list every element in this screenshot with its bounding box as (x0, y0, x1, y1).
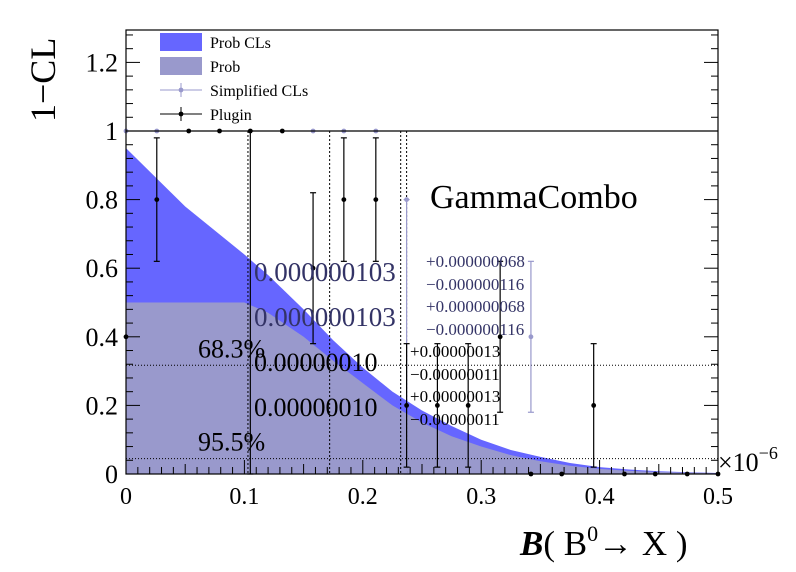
x-axis-label-text: ( B (543, 524, 587, 563)
annotations: 0.000000103 +0.000000068−0.0000001160.000… (254, 252, 525, 429)
data-point (434, 403, 440, 408)
annotation: 0.00000010 +0.00000013 −0.00000011 (254, 387, 500, 429)
data-points (123, 128, 721, 477)
data-point (341, 197, 347, 203)
x-tick-label: 0 (120, 484, 132, 510)
annotation-down: −0.000000116 (426, 275, 524, 294)
watermark: GammaCombo (430, 179, 638, 216)
annotation-value: 0.00000010 (254, 348, 378, 377)
x-axis-label-symbol: B (519, 524, 543, 563)
data-point (404, 197, 410, 203)
series-plugin (123, 128, 721, 477)
legend-marker (178, 111, 184, 117)
data-point (465, 403, 471, 408)
annotation-up: +0.00000013 (410, 342, 500, 361)
y-tick-label: 1 (105, 117, 118, 146)
data-point (528, 334, 534, 340)
svg-text:B( B0→ X ): B( B0→ X ) (519, 521, 688, 563)
y-axis-label: 1−CL (23, 38, 63, 122)
x-tick-label: 0.1 (229, 484, 259, 510)
data-point (591, 403, 597, 408)
legend-entry: Simplified CLs (160, 83, 308, 100)
x-axis-label: B( B0→ X ) (519, 521, 688, 563)
x-tick-label: 0.2 (348, 484, 378, 510)
data-point (497, 334, 503, 340)
legend-label: Prob CLs (210, 35, 271, 52)
legend-label: Simplified CLs (210, 83, 308, 100)
annotation: 0.000000103 +0.000000068 −0.000000116 (254, 252, 525, 294)
annotation-value: 0.000000103 (254, 257, 396, 287)
axis-ticks: 0 0.1 0.2 0.3 0.4 0.5 0 0.2 0.4 0.6 0.8 1 1.2 (86, 34, 733, 510)
annotation-down: −0.000000116 (426, 320, 524, 339)
data-point (373, 197, 379, 203)
y-tick-label: 0.6 (86, 254, 119, 283)
cl-label: 95.5% (198, 428, 265, 457)
data-point (404, 403, 410, 408)
data-point (310, 265, 316, 271)
cl-label: 68.3% (198, 334, 265, 363)
legend-swatch (160, 33, 202, 51)
annotation-down: −0.00000011 (410, 410, 500, 429)
annotation-up: +0.000000068 (426, 297, 525, 316)
x-axis-label-superscript: 0 (587, 521, 598, 546)
legend-entry: Prob CLs (160, 33, 271, 52)
y-tick-label: 0.4 (86, 323, 119, 352)
cl-bands (126, 148, 718, 474)
annotation-value: 0.00000010 (254, 393, 378, 422)
x-tick-label: 0.5 (703, 484, 733, 510)
cl-threshold-lines: 68.3% 95.5% (126, 334, 718, 460)
x-exponent-label: ×10−6 (718, 443, 778, 477)
y-tick-label: 0.8 (86, 186, 119, 215)
legend-swatch (160, 57, 202, 75)
x-axis-label-tail: X ) (633, 524, 687, 563)
x-tick-label: 0.4 (585, 484, 615, 510)
x-axis-label-arrow: → (598, 524, 633, 563)
annotation-down: −0.00000011 (410, 365, 500, 384)
legend-entry: Prob (160, 57, 240, 76)
y-tick-label: 0 (105, 460, 118, 489)
y-tick-label: 1.2 (86, 48, 119, 77)
band-prob (126, 302, 718, 474)
annotation: 0.00000010 +0.00000013 −0.00000011 (254, 342, 500, 384)
annotation-value: 0.000000103 (254, 302, 396, 332)
annotation-up: +0.000000068 (426, 252, 525, 271)
x-tick-label: 0.3 (466, 484, 496, 510)
y-tick-label: 0.2 (86, 391, 119, 420)
legend-label: Plugin (210, 107, 252, 124)
annotation-up: +0.00000013 (410, 387, 500, 406)
legend-marker (178, 87, 184, 93)
legend-entry: Plugin (160, 107, 252, 124)
annotation: 0.000000103 +0.000000068 −0.000000116 (254, 297, 525, 339)
legend: Prob CLs Prob Simplified CLs Plugin (160, 33, 308, 124)
legend-label: Prob (210, 59, 240, 76)
data-point (154, 197, 160, 203)
